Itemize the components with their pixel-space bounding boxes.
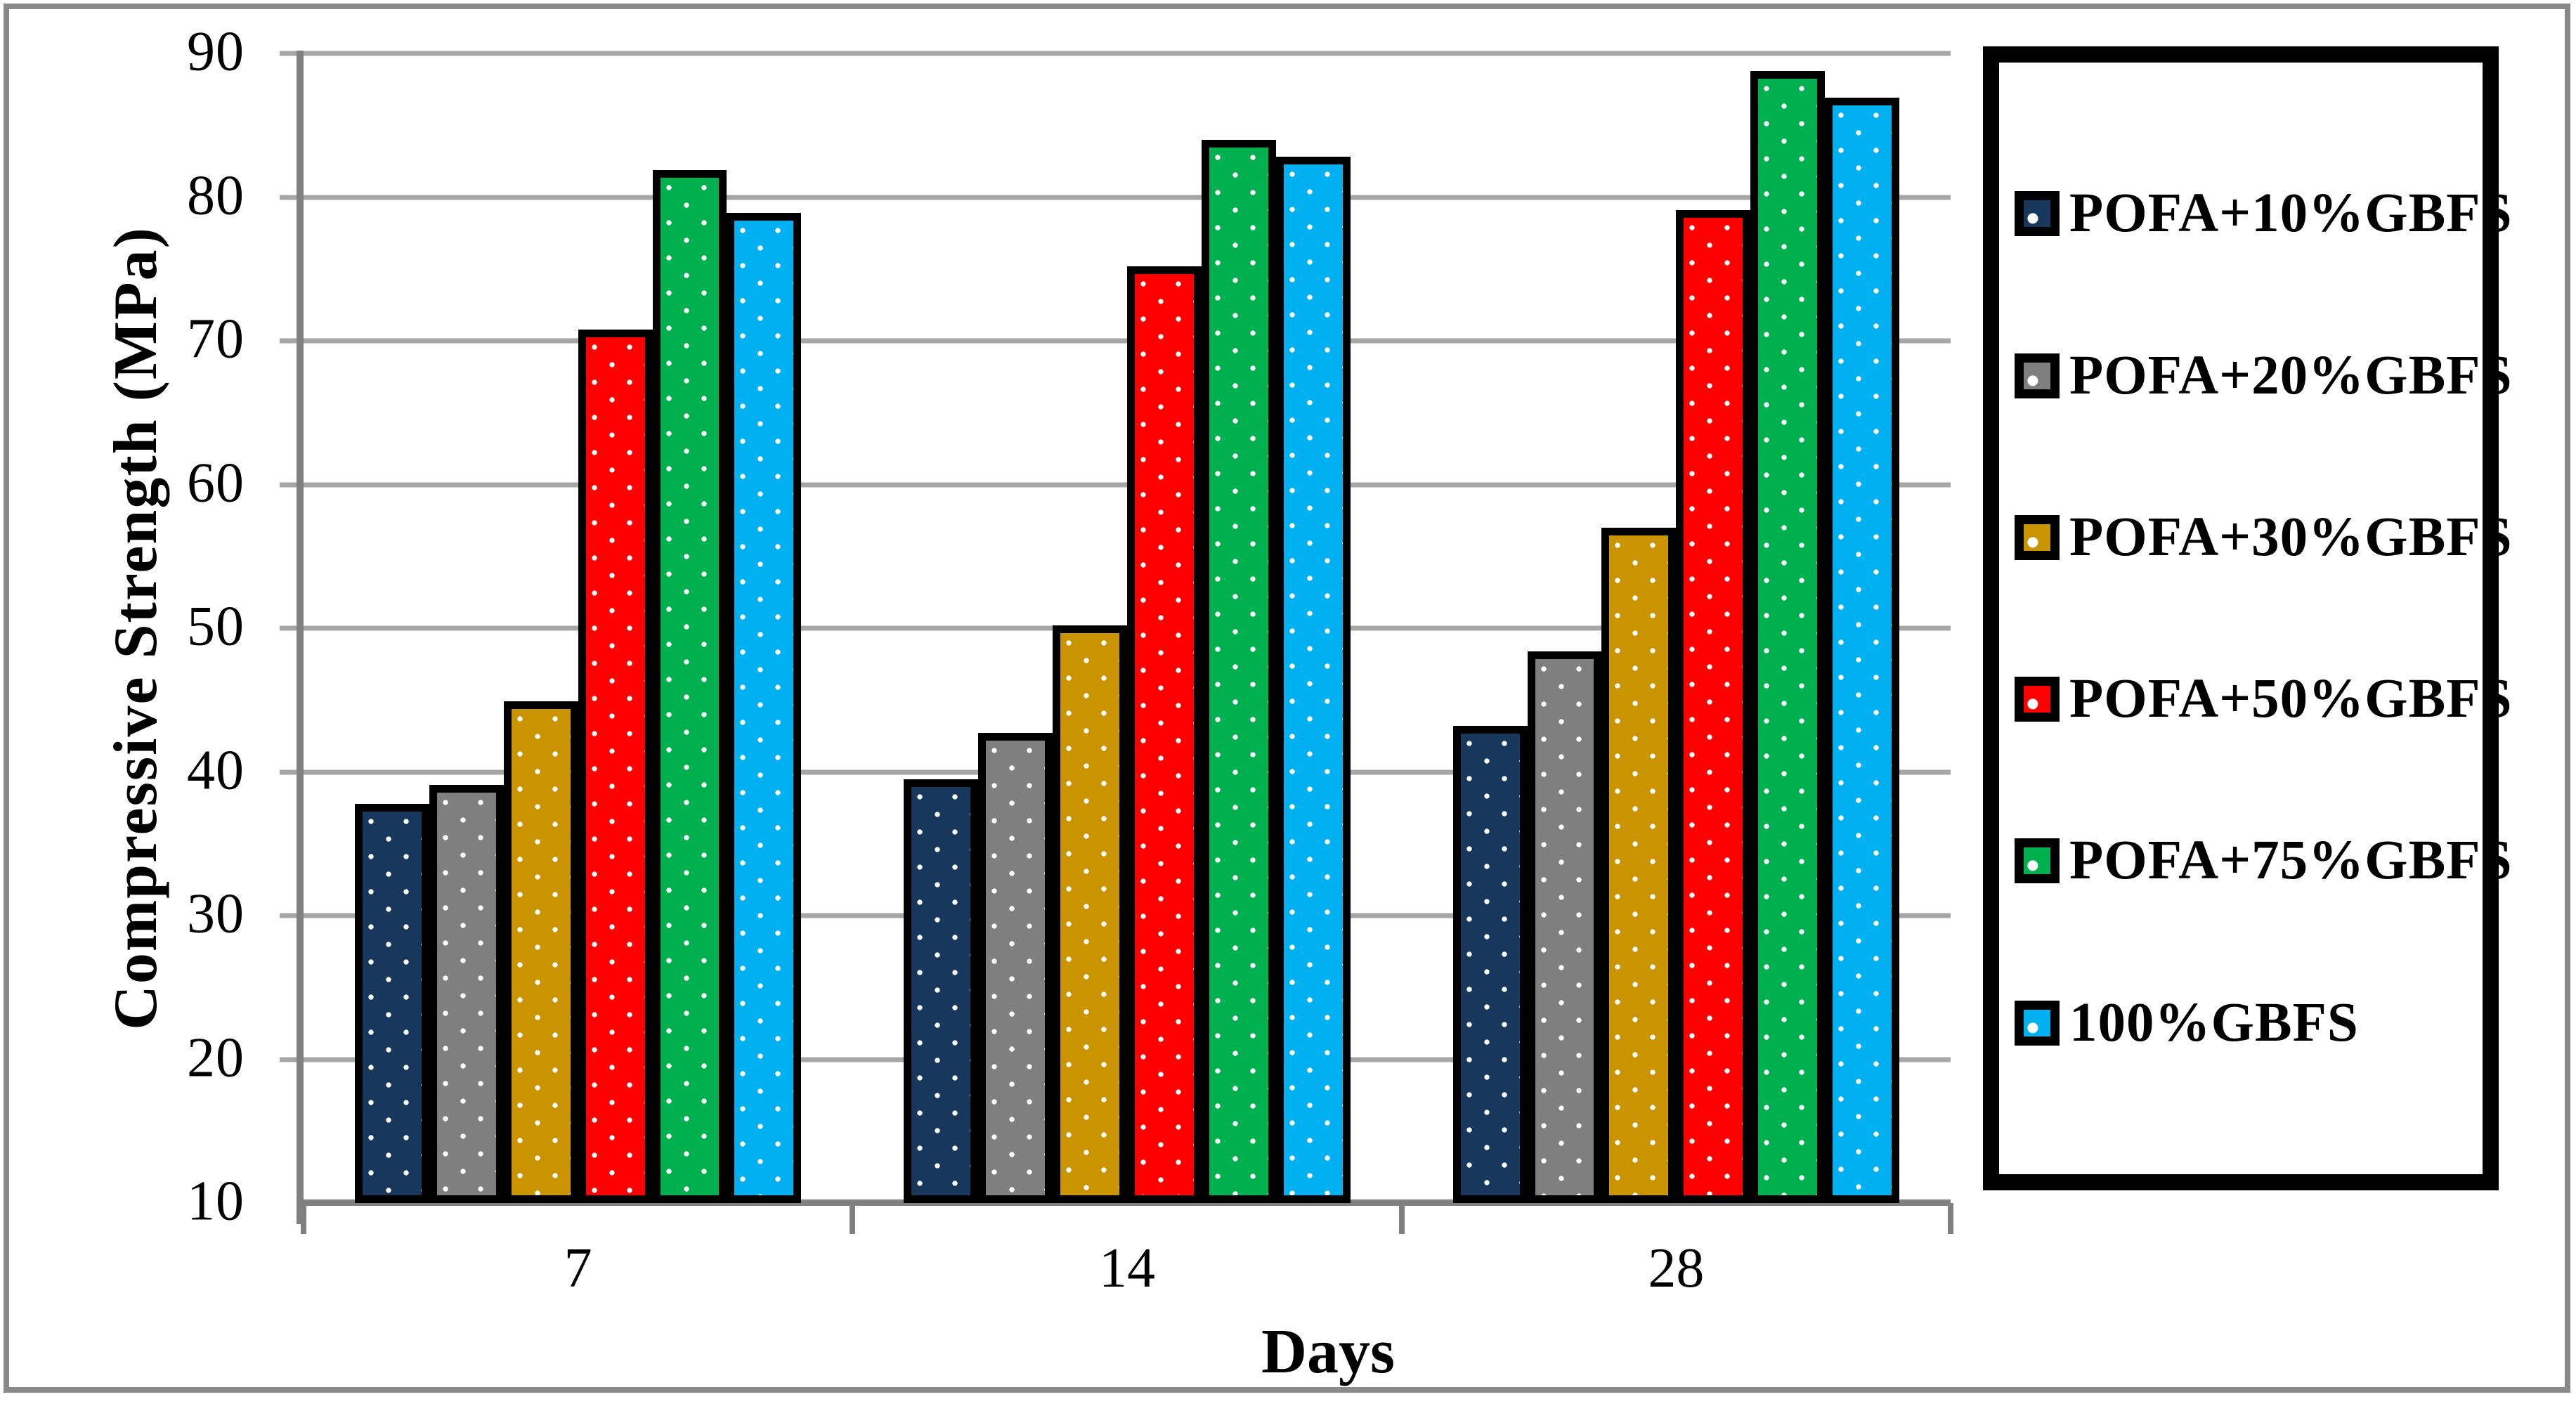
x-tick-label-28: 28: [1648, 1237, 1705, 1299]
y-tick-label-50: 50: [187, 595, 245, 658]
legend-marker-icon: [2015, 1000, 2060, 1046]
legend-item-100-gbfs: 100%GBFS: [2015, 991, 2476, 1055]
bar-pofa-30-gbfs-28days: [1601, 527, 1677, 1203]
gridline-90: [280, 51, 1951, 56]
bar-group-7-days: [304, 53, 852, 1203]
legend-item-pofa-10-gbfs: POFA+10%GBFS: [2015, 182, 2512, 245]
legend-label: POFA+50%GBFS: [2069, 668, 2513, 730]
y-tick-label-90: 90: [187, 20, 245, 83]
bar-pofa-75-gbfs-28days: [1750, 70, 1826, 1203]
bar-100-gbfs-28days: [1825, 98, 1899, 1203]
x-axis-title: Days: [1261, 1317, 1396, 1386]
legend-item-pofa-20-gbfs: POFA+20%GBFS: [2015, 344, 2512, 408]
bar-group-14-days: [852, 53, 1401, 1203]
bar-100-gbfs-7days: [727, 213, 802, 1203]
bar-pofa-10-gbfs-14days: [904, 779, 979, 1203]
legend-item-pofa-75-gbfs: POFA+75%GBFS: [2015, 829, 2512, 892]
legend: POFA+10%GBFS POFA+20%GBFS POFA+30%GBFS POFA…: [1983, 46, 2512, 1190]
bar-pofa-50-gbfs-14days: [1127, 266, 1202, 1203]
x-axis-tick-mark: [1948, 1203, 1953, 1234]
plot-area: [280, 51, 1953, 1234]
bar-groups: [304, 53, 1951, 1203]
gridline-60: [280, 482, 1951, 487]
y-tick-label-20: 20: [187, 1027, 245, 1089]
legend-label: POFA+20%GBFS: [2069, 344, 2513, 406]
y-axis-line: [297, 51, 304, 1224]
legend-item-pofa-50-gbfs: POFA+50%GBFS: [2015, 668, 2512, 731]
chart-outer-border: [4, 4, 2570, 1393]
bar-group-28-days: [1402, 53, 1951, 1203]
bar-100-gbfs-14days: [1275, 157, 1351, 1203]
legend-marker-icon: [2015, 514, 2060, 560]
bar-pofa-50-gbfs-28days: [1676, 209, 1751, 1203]
gridline-80: [280, 195, 1951, 200]
legend-label: 100%GBFS: [2069, 991, 2359, 1053]
y-tick-label-30: 30: [187, 883, 245, 945]
bar-pofa-10-gbfs-28days: [1452, 726, 1528, 1203]
bar-pofa-10-gbfs-7days: [355, 803, 429, 1203]
y-tick-label-60: 60: [187, 452, 245, 514]
x-axis-tick-labels: 7 14 28: [304, 1237, 1951, 1314]
x-tick-label-14: 14: [1098, 1237, 1155, 1299]
bar-pofa-30-gbfs-14days: [1053, 625, 1127, 1203]
y-tick-label-80: 80: [187, 164, 245, 227]
y-tick-label-10: 10: [187, 1170, 245, 1233]
x-tick-label-7: 7: [564, 1237, 592, 1299]
legend-label: POFA+75%GBFS: [2069, 830, 2513, 892]
legend-label: POFA+10%GBFS: [2069, 183, 2513, 245]
legend-item-pofa-30-gbfs: POFA+30%GBFS: [2015, 506, 2512, 569]
bar-pofa-30-gbfs-7days: [503, 701, 578, 1203]
legend-marker-icon: [2015, 677, 2060, 722]
bar-pofa-20-gbfs-7days: [429, 784, 504, 1203]
bar-pofa-75-gbfs-14days: [1201, 139, 1276, 1203]
x-axis-tick-mark: [1398, 1203, 1405, 1234]
legend-label: POFA+30%GBFS: [2069, 506, 2513, 568]
bar-pofa-75-gbfs-7days: [652, 169, 727, 1203]
x-axis-tick-mark: [301, 1203, 306, 1234]
legend-marker-icon: [2015, 838, 2060, 884]
bar-pofa-20-gbfs-14days: [978, 733, 1053, 1203]
gridline-70: [280, 338, 1951, 344]
legend-marker-icon: [2015, 191, 2060, 237]
bar-pofa-20-gbfs-28days: [1527, 651, 1602, 1203]
bar-pofa-50-gbfs-7days: [578, 329, 653, 1203]
y-tick-label-40: 40: [187, 739, 245, 802]
x-axis-tick-mark: [850, 1203, 856, 1234]
y-tick-label-70: 70: [187, 308, 245, 370]
legend-marker-icon: [2015, 353, 2060, 398]
y-axis-tick-labels: 90 80 70 60 50 40 30 20 10: [28, 21, 273, 1233]
